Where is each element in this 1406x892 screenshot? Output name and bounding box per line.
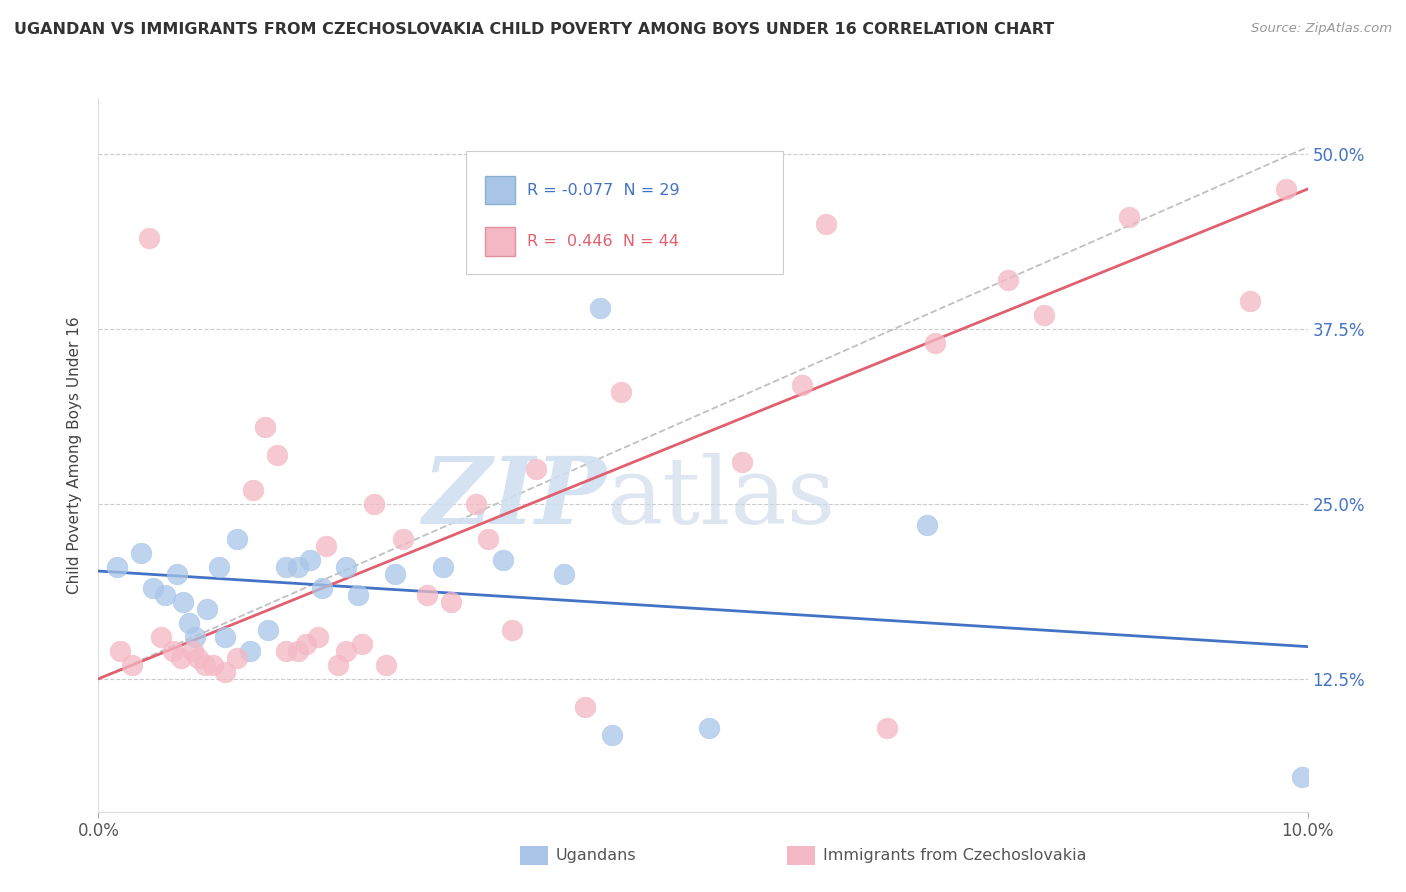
Point <box>311 581 333 595</box>
Point <box>181 644 204 658</box>
Point <box>150 630 173 644</box>
Point <box>226 532 249 546</box>
Point <box>392 532 415 546</box>
Point <box>142 581 165 595</box>
Point <box>256 623 278 637</box>
Point <box>202 657 225 672</box>
Point <box>384 566 406 581</box>
Point <box>108 644 131 658</box>
Point <box>731 455 754 469</box>
Point <box>105 559 128 574</box>
Text: Source: ZipAtlas.com: Source: ZipAtlas.com <box>1251 22 1392 36</box>
Point <box>464 497 486 511</box>
Point <box>335 644 357 658</box>
Point <box>924 336 946 351</box>
Point <box>153 588 176 602</box>
Text: ZIP: ZIP <box>422 453 606 542</box>
Point <box>295 637 318 651</box>
Point <box>326 657 349 672</box>
Point <box>166 566 188 581</box>
Point <box>308 630 330 644</box>
Text: R = -0.077  N = 29: R = -0.077 N = 29 <box>527 183 679 197</box>
Point <box>477 532 499 546</box>
Point <box>121 657 143 672</box>
Point <box>214 630 236 644</box>
Point <box>172 595 194 609</box>
Point <box>274 644 297 658</box>
Point <box>266 448 288 462</box>
Point <box>876 721 898 735</box>
Point <box>138 231 160 245</box>
Point <box>254 420 277 434</box>
Point <box>242 483 264 497</box>
Point <box>589 301 612 315</box>
Point <box>195 602 218 616</box>
Y-axis label: Child Poverty Among Boys Under 16: Child Poverty Among Boys Under 16 <box>67 316 83 594</box>
Point <box>1291 770 1313 784</box>
Point <box>287 559 309 574</box>
Point <box>501 623 523 637</box>
Point <box>610 384 633 399</box>
Point <box>915 517 938 532</box>
Point <box>697 721 720 735</box>
Point <box>162 644 184 658</box>
Text: Immigrants from Czechoslovakia: Immigrants from Czechoslovakia <box>823 848 1085 863</box>
Point <box>350 637 373 651</box>
Point <box>997 273 1019 287</box>
Point <box>602 728 624 742</box>
Point <box>553 566 575 581</box>
Point <box>347 588 370 602</box>
Point <box>375 657 398 672</box>
Point <box>274 559 297 574</box>
Point <box>214 665 236 679</box>
Point <box>208 559 231 574</box>
Point <box>432 559 454 574</box>
Point <box>184 630 207 644</box>
Point <box>129 546 152 560</box>
Point <box>574 699 596 714</box>
Point <box>1239 293 1261 308</box>
Point <box>299 553 322 567</box>
Text: Ugandans: Ugandans <box>555 848 636 863</box>
Point <box>1118 210 1140 224</box>
Point <box>194 657 217 672</box>
Text: R =  0.446  N = 44: R = 0.446 N = 44 <box>527 234 679 249</box>
Point <box>492 553 515 567</box>
Point <box>287 644 309 658</box>
Point <box>440 595 463 609</box>
Point <box>179 615 201 630</box>
Point <box>815 217 838 231</box>
Point <box>169 650 191 665</box>
Point <box>363 497 385 511</box>
Point <box>315 539 337 553</box>
Point <box>792 378 814 392</box>
Point <box>1275 182 1298 196</box>
Point <box>226 650 249 665</box>
Point <box>187 650 209 665</box>
Point <box>416 588 439 602</box>
Point <box>1033 308 1056 322</box>
Text: atlas: atlas <box>606 453 835 542</box>
Point <box>335 559 357 574</box>
Point <box>239 644 262 658</box>
Point <box>524 462 547 476</box>
Text: UGANDAN VS IMMIGRANTS FROM CZECHOSLOVAKIA CHILD POVERTY AMONG BOYS UNDER 16 CORR: UGANDAN VS IMMIGRANTS FROM CZECHOSLOVAKI… <box>14 22 1054 37</box>
